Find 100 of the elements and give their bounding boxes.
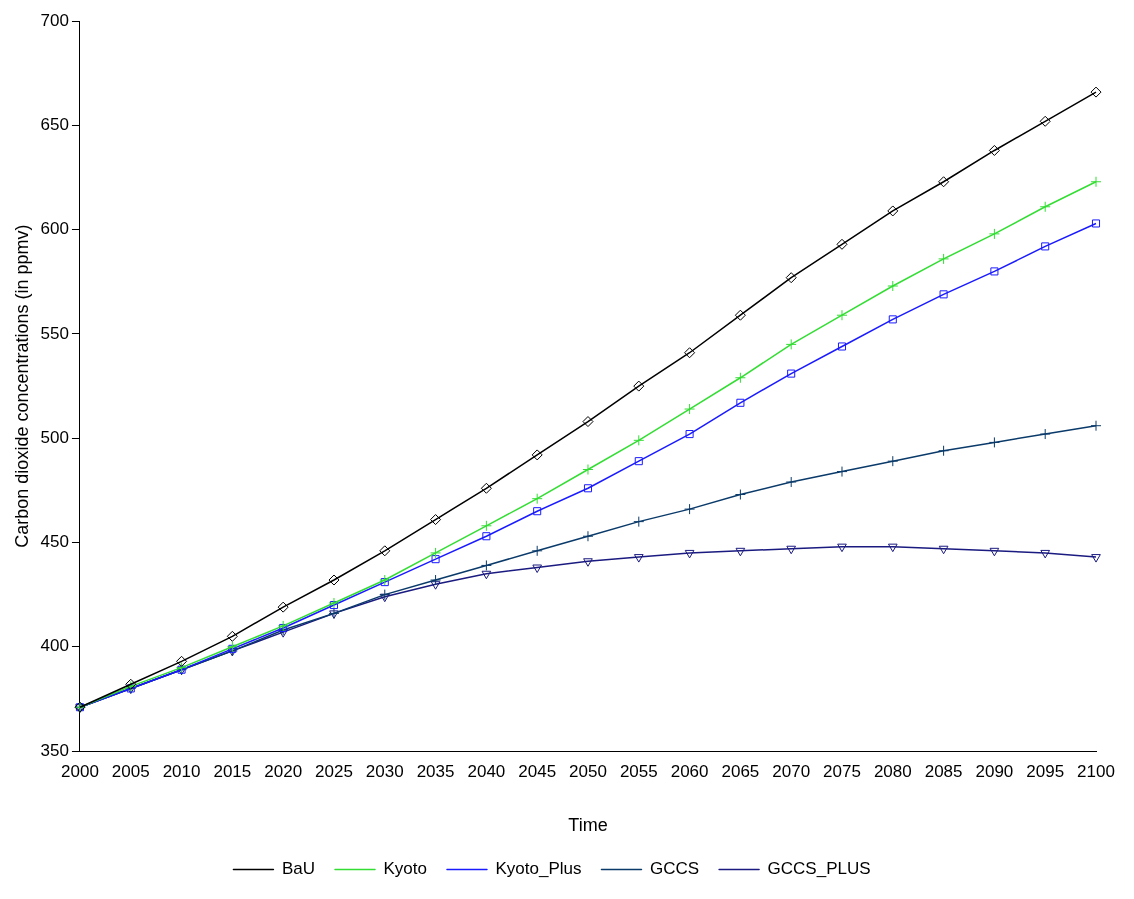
point <box>735 547 746 557</box>
point <box>430 574 442 586</box>
point <box>836 238 848 250</box>
point <box>988 228 1000 240</box>
point <box>684 549 695 559</box>
point <box>1039 115 1051 127</box>
point <box>277 601 289 613</box>
point <box>633 516 645 528</box>
point <box>226 630 238 642</box>
point <box>785 476 797 488</box>
legend-label: Kyoto <box>383 859 427 879</box>
x-tick-label: 2040 <box>467 761 506 781</box>
point <box>531 545 543 557</box>
point <box>684 503 696 515</box>
x-tick-label: 2100 <box>1077 761 1115 781</box>
point <box>379 545 391 557</box>
point <box>1091 554 1101 563</box>
y-tick-label: 350 <box>40 740 69 760</box>
point <box>786 545 797 555</box>
x-tick-label: 2085 <box>924 761 963 781</box>
x-tick-label: 2045 <box>518 761 557 781</box>
point <box>583 484 593 493</box>
point <box>887 280 899 292</box>
point <box>1090 176 1102 188</box>
point <box>1090 86 1102 98</box>
point <box>887 543 898 553</box>
point <box>633 434 645 446</box>
point <box>430 514 442 526</box>
point <box>533 507 542 516</box>
point <box>480 482 492 494</box>
x-tick-label: 2090 <box>975 761 1014 781</box>
x-tick-label: 2025 <box>315 761 353 781</box>
point <box>785 338 797 350</box>
point <box>888 315 897 324</box>
point <box>430 581 441 590</box>
y-tick-label: 450 <box>40 532 69 552</box>
point <box>583 558 593 567</box>
point <box>482 532 491 541</box>
legend-label: GCCS <box>649 859 700 879</box>
point <box>1041 242 1050 251</box>
point <box>380 578 389 587</box>
x-tick-label: 2080 <box>873 761 912 781</box>
point <box>736 398 745 407</box>
point <box>480 559 492 571</box>
point <box>531 449 543 461</box>
point <box>328 597 340 609</box>
point <box>785 272 797 284</box>
y-tick-label: 700 <box>40 10 69 30</box>
point <box>988 436 1000 448</box>
point <box>176 655 188 667</box>
point <box>685 430 694 439</box>
point <box>480 520 492 532</box>
y-tick-label: 650 <box>40 115 69 135</box>
legend-label: BaU <box>281 859 316 879</box>
point <box>734 489 746 501</box>
point <box>1091 219 1101 228</box>
point <box>787 369 796 378</box>
point <box>887 455 899 467</box>
point <box>582 416 594 428</box>
legend-label: Kyoto_Plus <box>495 859 582 879</box>
x-axis-title: Time <box>568 815 608 836</box>
point <box>1039 428 1051 440</box>
x-tick-label: 2070 <box>772 761 811 781</box>
point <box>836 466 848 478</box>
point <box>837 342 847 351</box>
y-tick-label: 600 <box>40 219 69 239</box>
point <box>1040 549 1051 559</box>
point <box>379 593 390 603</box>
point <box>734 309 746 321</box>
point <box>939 290 948 299</box>
x-tick-label: 2010 <box>162 761 201 781</box>
point <box>379 574 391 586</box>
point <box>634 457 643 466</box>
y-tick-label: 550 <box>40 323 69 343</box>
x-tick-label: 2005 <box>111 761 150 781</box>
x-tick-label: 2060 <box>670 761 709 781</box>
point <box>633 554 644 563</box>
point <box>734 372 746 384</box>
point <box>836 309 848 321</box>
y-tick-label: 400 <box>40 636 69 656</box>
point <box>582 530 594 542</box>
point <box>988 144 1000 156</box>
point <box>938 445 950 457</box>
x-tick-label: 2095 <box>1026 761 1065 781</box>
point <box>887 205 899 217</box>
point <box>938 545 949 555</box>
point <box>531 493 543 505</box>
x-tick-label: 2030 <box>365 761 404 781</box>
legend-label: GCCS_PLUS <box>767 859 871 879</box>
x-tick-label: 2050 <box>569 761 607 781</box>
point <box>938 176 950 188</box>
point <box>1039 201 1051 213</box>
x-tick-label: 2055 <box>619 761 658 781</box>
point <box>430 547 442 559</box>
point <box>837 543 847 553</box>
point <box>532 564 543 574</box>
x-tick-label: 2020 <box>264 761 303 781</box>
point <box>328 574 340 586</box>
point <box>379 589 391 601</box>
point <box>481 570 492 580</box>
